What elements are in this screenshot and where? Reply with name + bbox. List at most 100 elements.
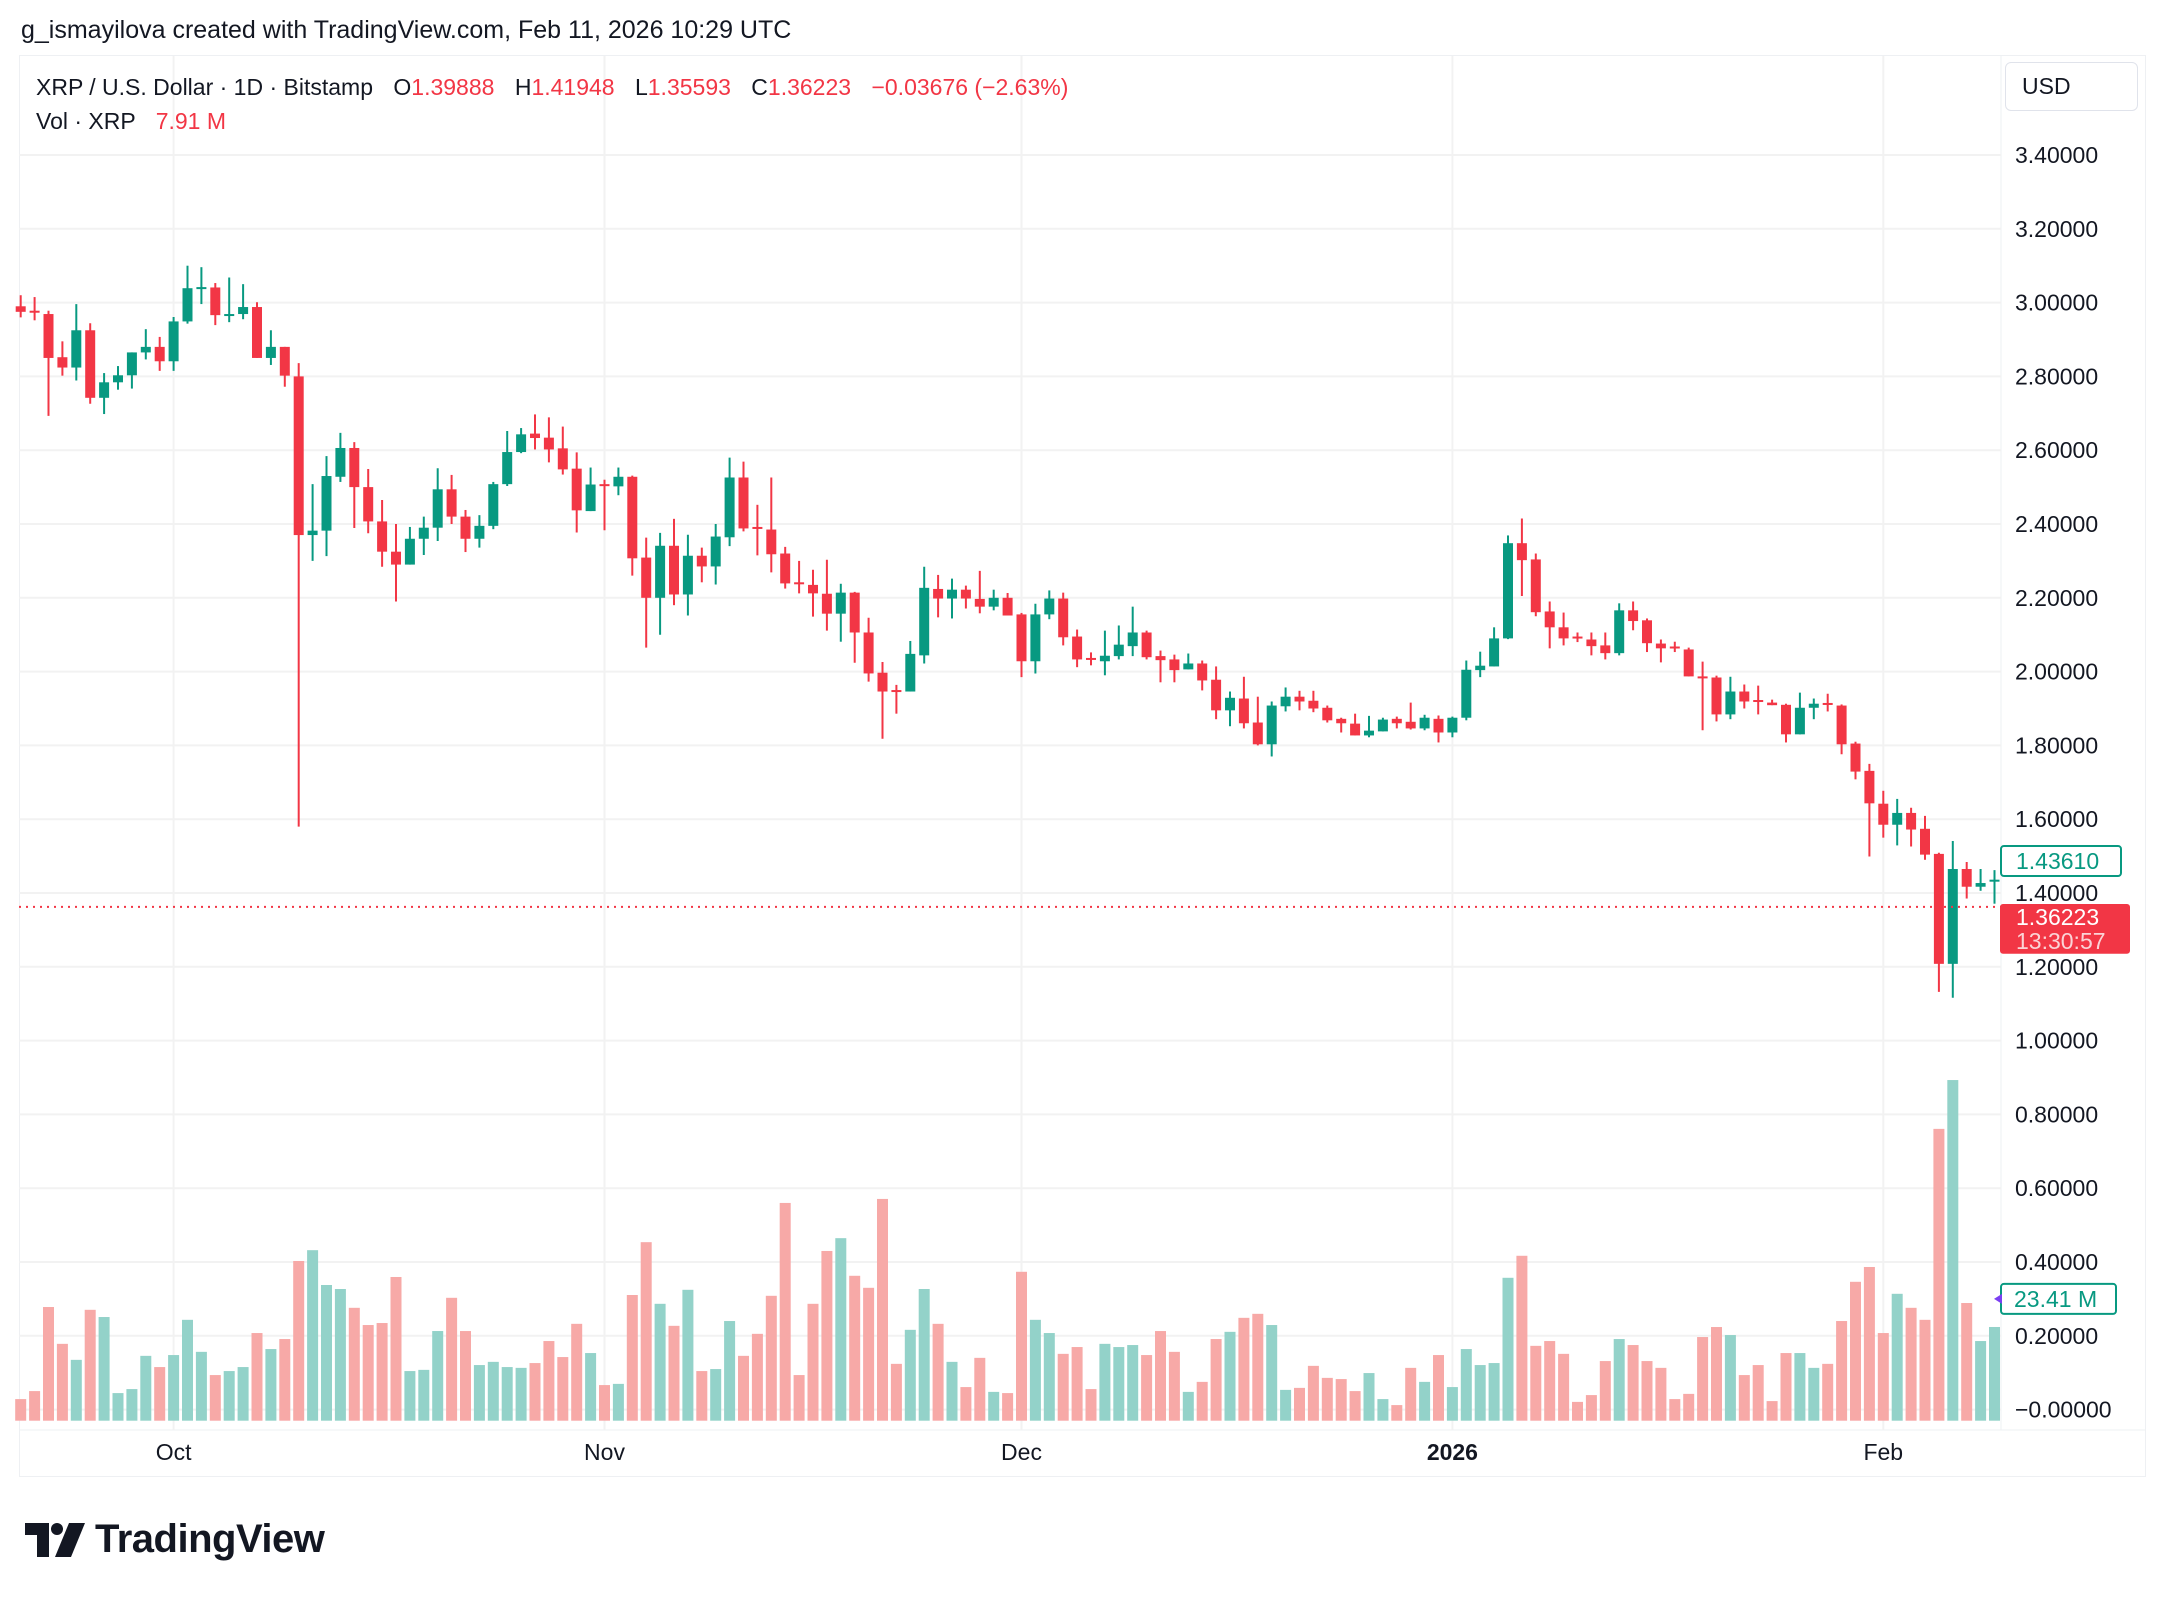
candle-body <box>947 589 957 599</box>
price-tick-label: 0.40000 <box>2015 1249 2098 1275</box>
change-value: −0.03676 (−2.63%) <box>871 74 1069 100</box>
candle <box>1252 696 1263 746</box>
logo-text: TradingView <box>95 1517 325 1561</box>
candle-body <box>1461 669 1472 718</box>
candle-body <box>196 287 207 290</box>
candle <box>1753 685 1764 715</box>
tradingview-logo-icon <box>25 1522 85 1557</box>
candle <box>1669 641 1680 653</box>
price-tick-label: 0.20000 <box>2015 1323 2098 1349</box>
candle <box>1308 690 1319 713</box>
candle <box>1086 652 1096 666</box>
candle <box>627 475 638 576</box>
volume-bar <box>1613 1339 1625 1421</box>
volume-bar <box>751 1333 763 1421</box>
candle-body <box>502 452 513 485</box>
candle-body <box>432 489 443 528</box>
candle-body <box>168 321 179 362</box>
candle <box>1266 701 1277 757</box>
candle <box>1572 632 1583 643</box>
volume-bar <box>1711 1327 1722 1421</box>
candle <box>1628 601 1639 631</box>
candle-body <box>418 527 429 539</box>
candle <box>585 467 596 512</box>
volume-bar <box>460 1331 471 1421</box>
volume-bar <box>1780 1353 1792 1421</box>
volume-bar <box>43 1307 54 1421</box>
volume-bar <box>1989 1326 2000 1421</box>
price-tick-label: 3.20000 <box>2015 216 2098 242</box>
candle <box>1739 684 1750 709</box>
close-value: 1.36223 <box>767 74 852 100</box>
candle-body <box>460 516 471 539</box>
price-tick-label: 1.20000 <box>2015 954 2098 980</box>
candle-body <box>1169 659 1180 671</box>
candle <box>1516 518 1527 596</box>
symbol-title[interactable]: XRP / U.S. Dollar · 1D · Bitstamp <box>36 74 373 100</box>
candle-body <box>1211 679 1222 711</box>
volume-bar <box>654 1303 666 1421</box>
candle <box>1864 763 1875 857</box>
volume-bar <box>223 1371 235 1421</box>
volume-bar <box>1863 1266 1875 1421</box>
candle <box>418 516 429 555</box>
candle-body <box>1155 656 1166 661</box>
candle-body <box>377 521 388 552</box>
currency-button[interactable]: USD <box>2005 62 2138 111</box>
candle <box>1391 716 1402 729</box>
volume-bar <box>1113 1347 1125 1421</box>
candle-body <box>1683 649 1694 677</box>
volume-bar <box>1127 1345 1139 1421</box>
volume-bar <box>98 1317 110 1421</box>
candle <box>391 524 401 602</box>
candle-body <box>696 555 707 567</box>
candle <box>599 479 610 531</box>
candle <box>988 589 999 611</box>
candle-body <box>238 307 249 315</box>
candle <box>1141 630 1152 660</box>
candle-body <box>641 557 652 598</box>
volume-bar <box>1460 1349 1472 1421</box>
volume-label[interactable]: Vol · XRP <box>36 108 136 134</box>
volume-bar <box>1196 1381 1208 1421</box>
volume-bar <box>112 1393 124 1421</box>
candle <box>1961 862 1972 899</box>
candle <box>1030 603 1041 674</box>
candle <box>710 524 721 585</box>
candle <box>29 297 40 321</box>
candle-body <box>321 476 332 531</box>
volume-bar <box>821 1250 833 1421</box>
volume-bar <box>1891 1293 1903 1421</box>
volume-bar <box>432 1331 444 1421</box>
candle-body <box>599 484 610 487</box>
candle-body <box>1433 718 1444 733</box>
candle-body <box>391 551 401 565</box>
candle <box>863 617 874 682</box>
volume-bar <box>1002 1393 1014 1421</box>
candle <box>919 566 930 664</box>
candle <box>877 662 888 739</box>
candle <box>446 474 457 524</box>
candle-body <box>1099 655 1110 662</box>
candle-body <box>1113 644 1124 657</box>
volume-bar <box>1961 1303 1973 1421</box>
candle <box>335 432 346 482</box>
volume-bar <box>1266 1325 1278 1421</box>
candle-body <box>1197 663 1208 681</box>
candle <box>502 431 513 486</box>
candle-body <box>1141 632 1152 658</box>
volume-bar <box>571 1323 583 1421</box>
candle <box>794 560 805 594</box>
volume-bar <box>974 1357 986 1421</box>
volume-bar <box>1516 1255 1528 1421</box>
candle <box>1183 653 1194 670</box>
tradingview-logo[interactable]: TradingView <box>25 1517 325 1562</box>
candle-body <box>1225 697 1235 711</box>
volume-bar <box>682 1289 694 1421</box>
candle-body <box>1447 717 1458 733</box>
price-tick-label: 1.40000 <box>2015 880 2098 906</box>
candle-body <box>974 598 985 607</box>
candle <box>724 457 735 547</box>
countdown-text: 13:30:57 <box>2016 928 2106 954</box>
